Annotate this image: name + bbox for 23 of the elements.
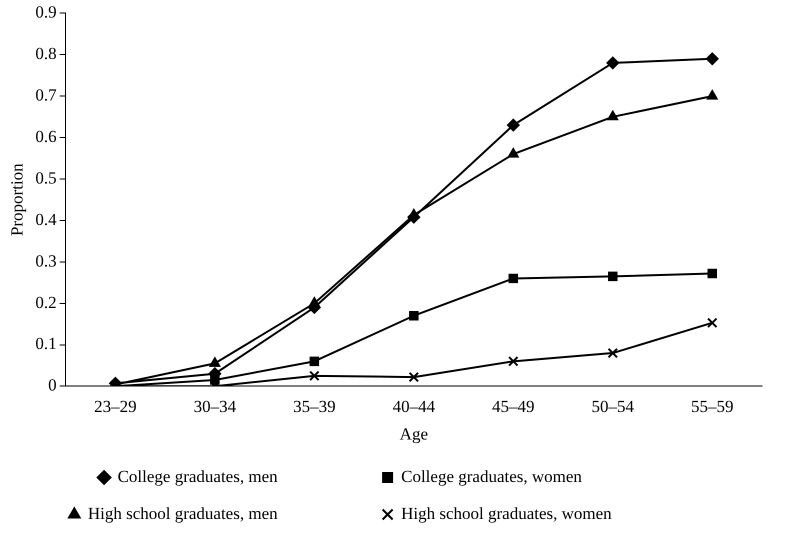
y-tick-label: 0.9 — [35, 2, 57, 22]
x-tick-label: 40–44 — [392, 396, 436, 416]
x-tick-label: 30–34 — [194, 396, 237, 416]
y-tick-label: 0.1 — [35, 334, 57, 354]
y-tick-label: 0 — [48, 376, 57, 395]
x-tick-label: 23–29 — [94, 396, 137, 416]
y-axis-title: Proportion — [8, 162, 27, 236]
y-tick-label: 0.5 — [35, 168, 57, 188]
y-tick-label: 0.4 — [35, 210, 58, 229]
x-tick-label: 45–49 — [492, 396, 535, 416]
y-tick-label: 0.8 — [35, 44, 57, 64]
legend-label: High school graduates, women — [401, 504, 697, 523]
x-tick-label: 55–59 — [691, 396, 734, 416]
x-axis-title: Age — [400, 424, 428, 444]
y-tick-label: 0.7 — [35, 86, 58, 105]
y-tick-label: 0.3 — [35, 251, 57, 270]
x-tick-label: 35–39 — [293, 396, 336, 416]
legend-label: College graduates, women — [401, 466, 667, 486]
legend-label: High school graduates, men — [88, 504, 363, 523]
legend-label: College graduates, men — [118, 466, 363, 486]
y-tick-label: 0.2 — [35, 292, 57, 312]
x-tick-label: 50–54 — [592, 396, 635, 416]
y-tick-label: 0.6 — [35, 127, 57, 146]
